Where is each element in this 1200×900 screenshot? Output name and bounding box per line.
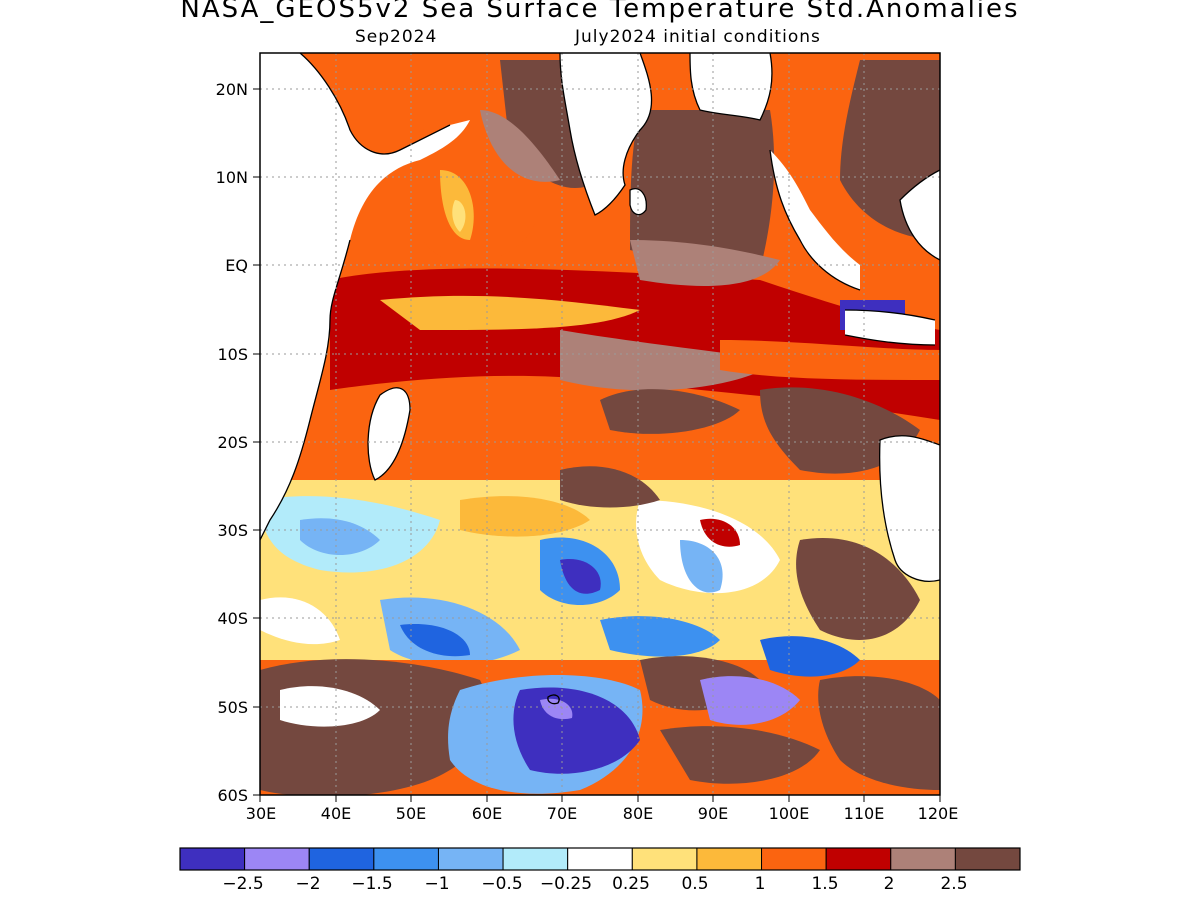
lat-label: 10N bbox=[216, 168, 248, 187]
lon-label: 30E bbox=[246, 804, 276, 823]
lat-label: EQ bbox=[225, 256, 248, 275]
lon-label: 80E bbox=[623, 804, 653, 823]
lat-label: 40S bbox=[217, 609, 248, 628]
init-conditions: July2024 initial conditions bbox=[575, 27, 821, 47]
colorbar-swatch bbox=[244, 847, 310, 871]
lat-label: 10S bbox=[217, 345, 248, 364]
colorbar-frame bbox=[179, 847, 1021, 871]
colorbar: −2.5 −2 −1.5 −1 −0.5 −0.25 0.25 0.5 1 1.… bbox=[179, 847, 1021, 894]
colorbar-label: −1 bbox=[424, 874, 449, 894]
coastlines bbox=[260, 53, 940, 705]
longitude-labels: 30E 40E 50E 60E 70E 80E 90E 100E 110E 12… bbox=[246, 804, 959, 823]
lat-label: 30S bbox=[217, 521, 248, 540]
colorbar-label: 0.25 bbox=[612, 874, 650, 894]
colorbar-swatch bbox=[308, 847, 375, 871]
colorbar-swatch bbox=[631, 847, 698, 871]
latitude-labels: 20N 10N EQ 10S 20S 30S 40S 50S 60S bbox=[216, 80, 248, 805]
colorbar-swatch bbox=[954, 847, 1021, 871]
colorbar-label: 1.5 bbox=[811, 874, 838, 894]
lat-label: 20N bbox=[216, 80, 248, 99]
lon-label: 50E bbox=[396, 804, 426, 823]
lat-label: 50S bbox=[217, 698, 248, 717]
lon-label: 70E bbox=[547, 804, 577, 823]
colorbar-label: 2 bbox=[884, 874, 895, 894]
colorbar-label: −0.25 bbox=[540, 874, 592, 894]
colorbar-swatch bbox=[567, 847, 633, 871]
colorbar-label: 1 bbox=[755, 874, 766, 894]
colorbar-swatch bbox=[761, 847, 827, 871]
map-frame bbox=[259, 52, 941, 796]
lon-label: 60E bbox=[472, 804, 502, 823]
colorbar-label: −1.5 bbox=[351, 874, 392, 894]
map-title: NASA_GEOS5v2 Sea Surface Temperature Std… bbox=[180, 0, 1020, 24]
colorbar-swatch bbox=[502, 847, 569, 871]
colorbar-label: 2.5 bbox=[940, 874, 967, 894]
lon-label: 120E bbox=[918, 804, 959, 823]
anomaly-field bbox=[260, 53, 940, 795]
colorbar-swatch bbox=[890, 847, 956, 871]
colorbar-swatch bbox=[696, 847, 763, 871]
colorbar-label: −0.5 bbox=[481, 874, 522, 894]
lat-label: 20S bbox=[217, 433, 248, 452]
lon-label: 40E bbox=[321, 804, 351, 823]
colorbar-swatch bbox=[179, 847, 246, 871]
lon-label: 100E bbox=[769, 804, 810, 823]
tick-marks bbox=[253, 88, 941, 802]
colorbar-label: −2 bbox=[295, 874, 320, 894]
lon-label: 110E bbox=[844, 804, 885, 823]
colorbar-swatch bbox=[373, 847, 439, 871]
colorbar-label: −2.5 bbox=[222, 874, 263, 894]
lon-label: 90E bbox=[698, 804, 728, 823]
lat-label: 60S bbox=[217, 786, 248, 805]
colorbar-label: 0.5 bbox=[681, 874, 708, 894]
colorbar-swatch bbox=[825, 847, 892, 871]
graticule bbox=[260, 53, 940, 795]
valid-month: Sep2024 bbox=[355, 27, 438, 47]
colorbar-swatch bbox=[437, 847, 504, 871]
